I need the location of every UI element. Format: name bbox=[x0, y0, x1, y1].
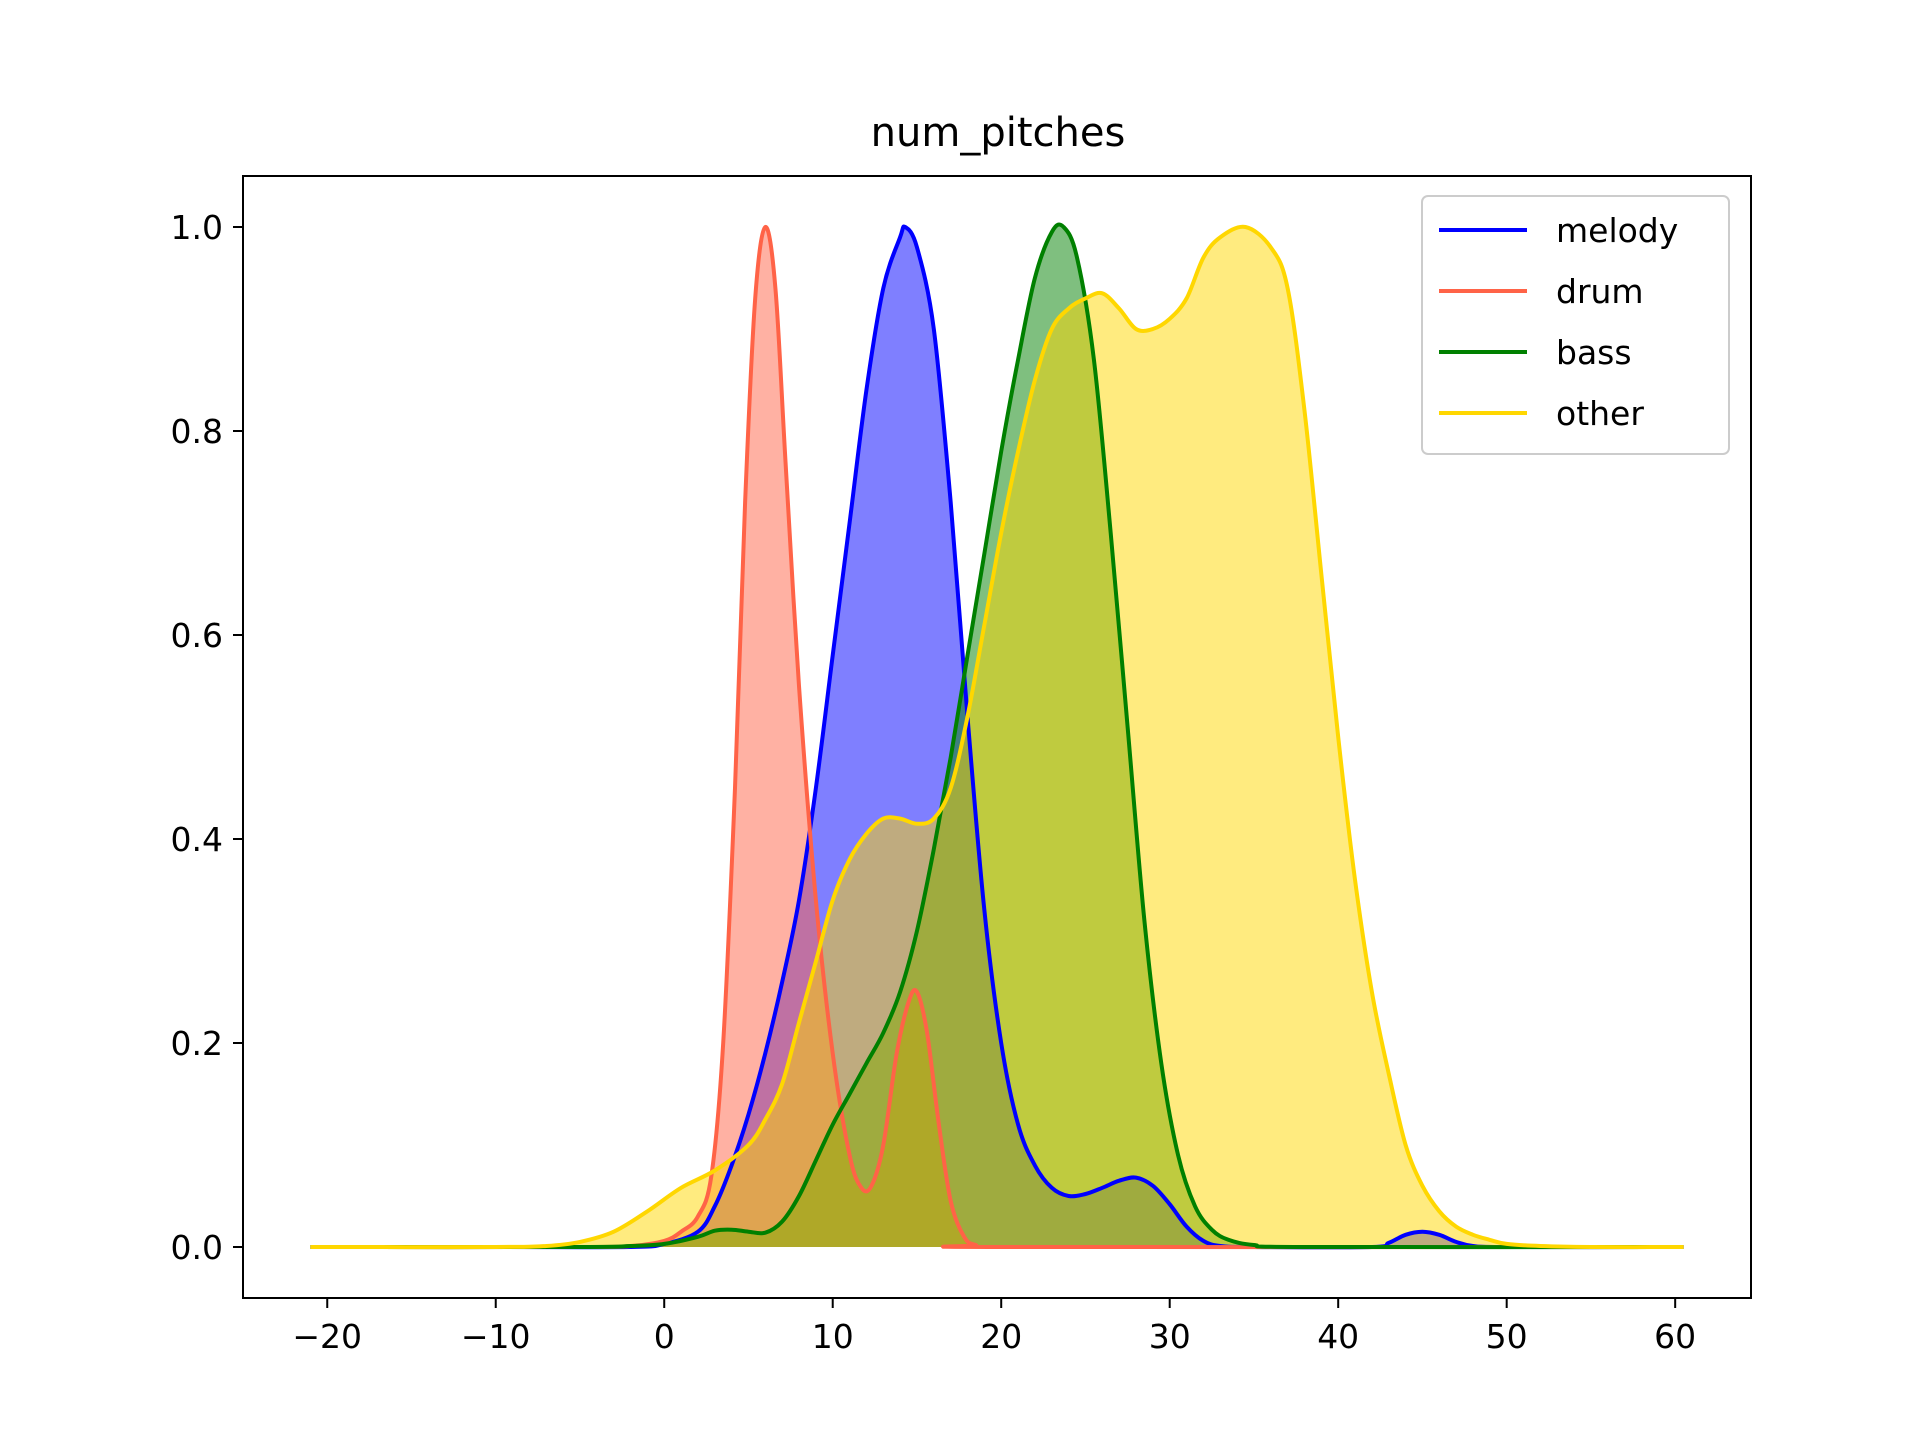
series-lines bbox=[310, 222, 1684, 1250]
series-fill-other bbox=[310, 226, 1684, 1248]
legend-label-drum: drum bbox=[1556, 272, 1644, 311]
x-tick-label: 20 bbox=[980, 1317, 1022, 1356]
x-tick-label: 0 bbox=[654, 1317, 675, 1356]
series-line-drum bbox=[310, 224, 1684, 1250]
legend: melody drum bass other bbox=[1421, 195, 1730, 455]
y-tick-label: 1.0 bbox=[171, 208, 223, 247]
legend-label-other: other bbox=[1556, 394, 1644, 433]
series-fills bbox=[310, 224, 1684, 1248]
x-tick-label: −20 bbox=[292, 1317, 362, 1356]
legend-label-bass: bass bbox=[1556, 333, 1632, 372]
x-tick-label: 30 bbox=[1149, 1317, 1191, 1356]
y-tick-label: 0.2 bbox=[171, 1024, 223, 1063]
y-axis: 0.0 0.2 0.4 0.6 0.8 1.0 bbox=[171, 208, 243, 1267]
x-tick-label: 40 bbox=[1317, 1317, 1359, 1356]
x-tick-label: 10 bbox=[812, 1317, 854, 1356]
y-tick-label: 0.6 bbox=[171, 616, 223, 655]
x-tick-label: −10 bbox=[461, 1317, 531, 1356]
plot-frame bbox=[242, 175, 1752, 1299]
series-line-bass bbox=[310, 222, 1684, 1250]
x-tick-label: 50 bbox=[1486, 1317, 1528, 1356]
y-tick-label: 0.0 bbox=[171, 1228, 223, 1267]
chart-title: num_pitches bbox=[871, 110, 1126, 156]
x-tick-label: 60 bbox=[1654, 1317, 1696, 1356]
series-line-other bbox=[310, 224, 1684, 1250]
x-axis: −20 −10 0 10 20 30 40 50 60 bbox=[292, 1298, 1696, 1356]
legend-label-melody: melody bbox=[1556, 211, 1678, 250]
y-tick-label: 0.4 bbox=[171, 820, 223, 859]
y-tick-label: 0.8 bbox=[171, 412, 223, 451]
legend-box bbox=[1421, 195, 1730, 455]
